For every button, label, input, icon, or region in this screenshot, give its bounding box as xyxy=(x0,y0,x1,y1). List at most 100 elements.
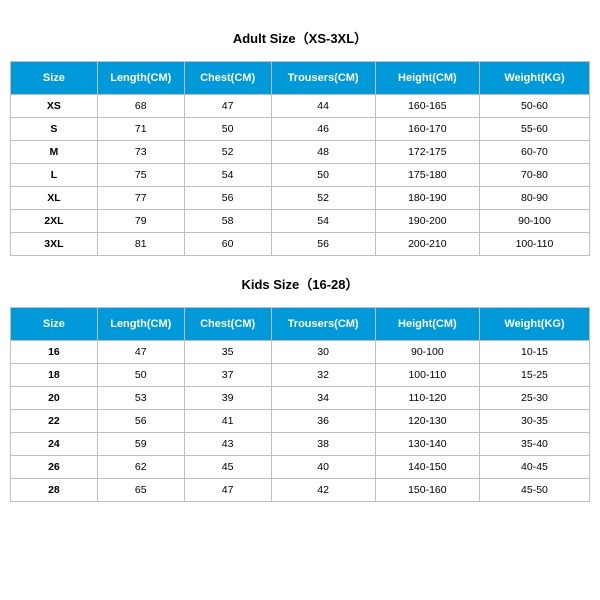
table-row: XS 68 47 44 160-165 50-60 xyxy=(11,95,590,118)
cell: 71 xyxy=(97,118,184,141)
table-row: 3XL 81 60 56 200-210 100-110 xyxy=(11,233,590,256)
col-length: Length(CM) xyxy=(97,62,184,95)
cell: 100-110 xyxy=(375,364,479,387)
col-chest: Chest(CM) xyxy=(184,62,271,95)
col-height: Height(CM) xyxy=(375,62,479,95)
cell: 180-190 xyxy=(375,187,479,210)
cell: 130-140 xyxy=(375,433,479,456)
cell: 44 xyxy=(271,95,375,118)
table-header-row: Size Length(CM) Chest(CM) Trousers(CM) H… xyxy=(11,308,590,341)
cell-size: XS xyxy=(11,95,98,118)
kids-size-table: Size Length(CM) Chest(CM) Trousers(CM) H… xyxy=(10,307,590,502)
cell: 41 xyxy=(184,410,271,433)
cell: 39 xyxy=(184,387,271,410)
col-length: Length(CM) xyxy=(97,308,184,341)
cell-size: 28 xyxy=(11,479,98,502)
cell: 42 xyxy=(271,479,375,502)
cell: 54 xyxy=(271,210,375,233)
cell: 52 xyxy=(271,187,375,210)
cell: 90-100 xyxy=(479,210,589,233)
cell: 47 xyxy=(97,341,184,364)
col-chest: Chest(CM) xyxy=(184,308,271,341)
cell-size: 24 xyxy=(11,433,98,456)
cell: 30-35 xyxy=(479,410,589,433)
cell-size: M xyxy=(11,141,98,164)
table-row: 20 53 39 34 110-120 25-30 xyxy=(11,387,590,410)
cell: 160-170 xyxy=(375,118,479,141)
col-trousers: Trousers(CM) xyxy=(271,308,375,341)
table-header-row: Size Length(CM) Chest(CM) Trousers(CM) H… xyxy=(11,62,590,95)
table-row: 28 65 47 42 150-160 45-50 xyxy=(11,479,590,502)
cell-size: 16 xyxy=(11,341,98,364)
cell-size: XL xyxy=(11,187,98,210)
adult-tbody: XS 68 47 44 160-165 50-60 S 71 50 46 160… xyxy=(11,95,590,256)
cell: 79 xyxy=(97,210,184,233)
cell: 35-40 xyxy=(479,433,589,456)
cell-size: 3XL xyxy=(11,233,98,256)
cell: 120-130 xyxy=(375,410,479,433)
col-weight: Weight(KG) xyxy=(479,62,589,95)
table-row: M 73 52 48 172-175 60-70 xyxy=(11,141,590,164)
cell: 43 xyxy=(184,433,271,456)
cell-size: 2XL xyxy=(11,210,98,233)
cell: 38 xyxy=(271,433,375,456)
cell-size: 22 xyxy=(11,410,98,433)
cell: 46 xyxy=(271,118,375,141)
cell: 90-100 xyxy=(375,341,479,364)
cell: 50 xyxy=(271,164,375,187)
cell: 73 xyxy=(97,141,184,164)
col-size: Size xyxy=(11,62,98,95)
cell-size: S xyxy=(11,118,98,141)
cell: 140-150 xyxy=(375,456,479,479)
cell: 65 xyxy=(97,479,184,502)
cell: 47 xyxy=(184,479,271,502)
cell: 35 xyxy=(184,341,271,364)
cell: 70-80 xyxy=(479,164,589,187)
cell-size: L xyxy=(11,164,98,187)
kids-tbody: 16 47 35 30 90-100 10-15 18 50 37 32 100… xyxy=(11,341,590,502)
table-row: XL 77 56 52 180-190 80-90 xyxy=(11,187,590,210)
cell: 56 xyxy=(97,410,184,433)
kids-title: Kids Size（16-28） xyxy=(10,256,590,307)
col-height: Height(CM) xyxy=(375,308,479,341)
cell: 56 xyxy=(271,233,375,256)
cell: 52 xyxy=(184,141,271,164)
cell: 77 xyxy=(97,187,184,210)
cell: 10-15 xyxy=(479,341,589,364)
cell: 59 xyxy=(97,433,184,456)
cell: 15-25 xyxy=(479,364,589,387)
cell: 50 xyxy=(97,364,184,387)
cell: 60-70 xyxy=(479,141,589,164)
cell: 58 xyxy=(184,210,271,233)
table-row: L 75 54 50 175-180 70-80 xyxy=(11,164,590,187)
cell: 81 xyxy=(97,233,184,256)
cell: 50-60 xyxy=(479,95,589,118)
cell: 200-210 xyxy=(375,233,479,256)
cell: 190-200 xyxy=(375,210,479,233)
cell: 40 xyxy=(271,456,375,479)
cell: 55-60 xyxy=(479,118,589,141)
cell-size: 26 xyxy=(11,456,98,479)
table-row: 16 47 35 30 90-100 10-15 xyxy=(11,341,590,364)
cell-size: 20 xyxy=(11,387,98,410)
cell: 40-45 xyxy=(479,456,589,479)
col-size: Size xyxy=(11,308,98,341)
cell: 56 xyxy=(184,187,271,210)
cell: 80-90 xyxy=(479,187,589,210)
cell: 34 xyxy=(271,387,375,410)
cell: 54 xyxy=(184,164,271,187)
cell: 47 xyxy=(184,95,271,118)
cell: 172-175 xyxy=(375,141,479,164)
cell: 62 xyxy=(97,456,184,479)
cell: 110-120 xyxy=(375,387,479,410)
cell: 53 xyxy=(97,387,184,410)
cell: 30 xyxy=(271,341,375,364)
cell: 36 xyxy=(271,410,375,433)
cell: 175-180 xyxy=(375,164,479,187)
cell: 100-110 xyxy=(479,233,589,256)
col-trousers: Trousers(CM) xyxy=(271,62,375,95)
table-row: 2XL 79 58 54 190-200 90-100 xyxy=(11,210,590,233)
cell: 45 xyxy=(184,456,271,479)
size-chart-container: Adult Size（XS-3XL） Size Length(CM) Chest… xyxy=(0,0,600,512)
cell: 25-30 xyxy=(479,387,589,410)
